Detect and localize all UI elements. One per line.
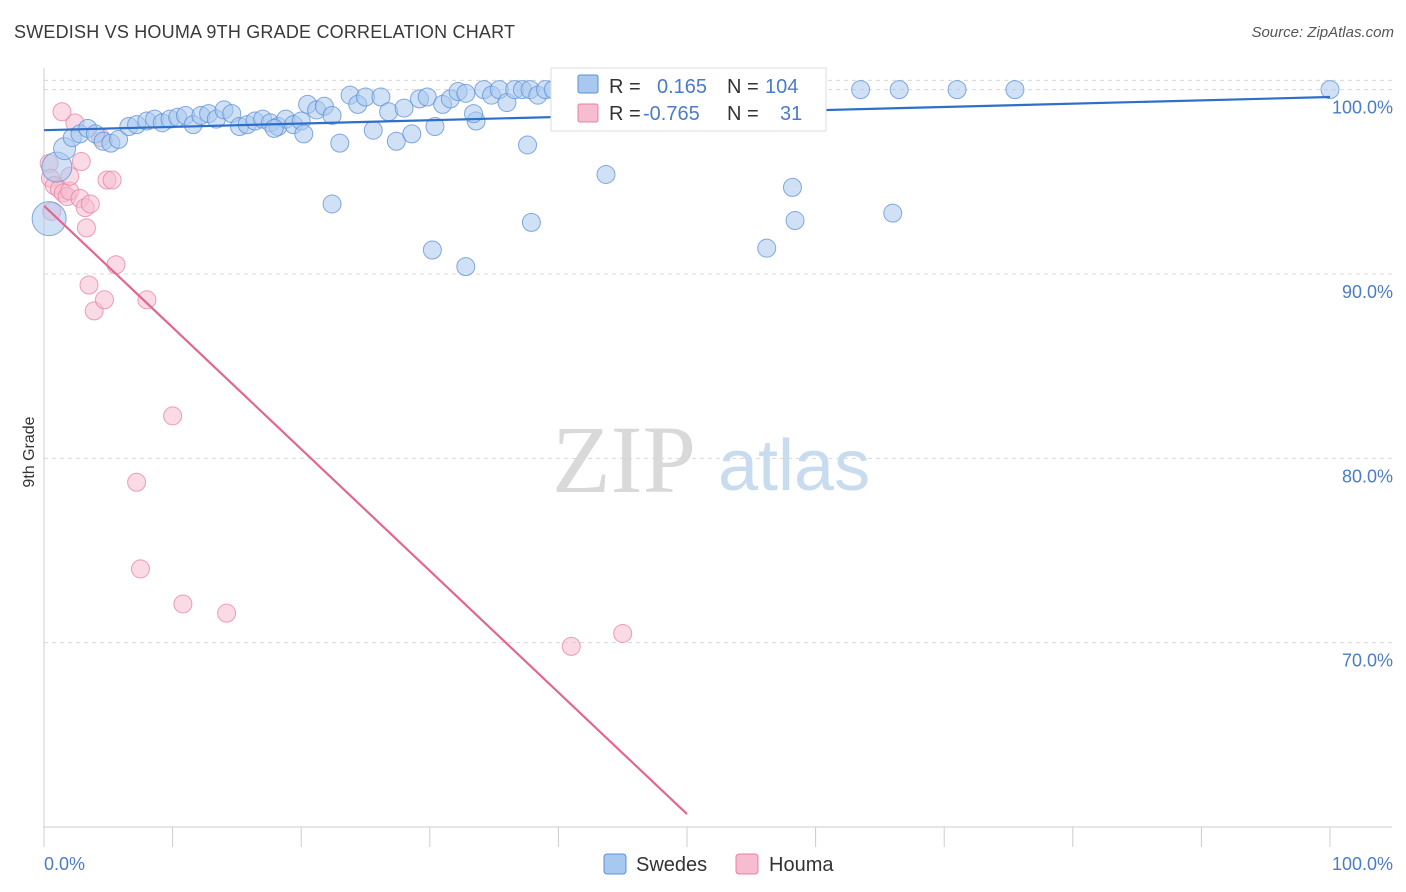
swedes-point xyxy=(294,124,314,144)
swedes-point xyxy=(425,117,445,137)
swedes-point xyxy=(889,80,909,100)
chart-title: SWEDISH VS HOUMA 9TH GRADE CORRELATION C… xyxy=(14,22,516,42)
legend-n-label-swedes: N = xyxy=(727,76,759,98)
stats-legend: R = 0.165 N = 104 R = -0.765 N = 31 xyxy=(550,67,827,132)
legend-swatch-houma xyxy=(577,103,599,123)
bottom-legend-swatch-swedes xyxy=(603,853,627,875)
houma-point xyxy=(613,623,633,643)
houma-point xyxy=(130,559,150,579)
swedes-point xyxy=(785,211,805,231)
swedes-point xyxy=(322,194,342,214)
bottom-legend-swatch-houma xyxy=(735,853,759,875)
legend-n-value-swedes: 104 xyxy=(765,76,798,98)
houma-point xyxy=(561,636,581,656)
legend-r-value-swedes: 0.165 xyxy=(657,76,707,98)
houma-point xyxy=(79,275,99,295)
source-credit: Source: ZipAtlas.com xyxy=(1251,24,1394,41)
houma-points xyxy=(39,102,633,656)
houma-point xyxy=(217,603,237,623)
watermark-zip: ZIP xyxy=(552,406,696,513)
swedes-point xyxy=(386,131,406,151)
swedes-point xyxy=(330,133,350,153)
legend-r-label-swedes: R = xyxy=(609,76,641,98)
swedes-point xyxy=(363,120,383,140)
houma-trend-line xyxy=(43,204,688,815)
houma-point xyxy=(102,170,122,190)
gridlines xyxy=(44,79,1392,644)
watermark-atlas: atlas xyxy=(718,426,870,506)
y-tick-label: 100.0% xyxy=(1332,98,1393,118)
houma-point xyxy=(127,472,147,492)
legend-swatch-swedes xyxy=(577,74,599,94)
axes: 70.0% 80.0% 90.0% 100.0% 0.0% 100.0% xyxy=(43,68,1393,874)
swedes-point xyxy=(521,212,541,232)
houma-point xyxy=(80,194,100,214)
houma-point xyxy=(94,290,114,310)
series-legend: Swedes Houma xyxy=(603,853,834,876)
x-tick-label: 0.0% xyxy=(44,854,85,874)
swedes-point xyxy=(456,257,476,277)
legend-r-label-houma: R = xyxy=(609,103,641,125)
swedes-point xyxy=(883,203,903,223)
houma-point xyxy=(137,290,157,310)
y-axis-title: 9th Grade xyxy=(21,416,38,487)
houma-point xyxy=(71,152,91,172)
houma-point xyxy=(76,218,96,238)
swedes-point xyxy=(422,240,442,260)
swedes-point xyxy=(1005,80,1025,100)
y-tick-label: 90.0% xyxy=(1342,282,1393,302)
swedes-point xyxy=(456,83,476,103)
swedes-point xyxy=(518,135,538,155)
swedes-point xyxy=(31,201,67,237)
swedes-point xyxy=(757,238,777,258)
legend-n-label-houma: N = xyxy=(727,103,759,125)
bottom-legend-label-houma: Houma xyxy=(769,854,834,876)
swedes-point xyxy=(322,105,342,125)
houma-point xyxy=(163,406,183,426)
swedes-point xyxy=(371,87,391,107)
houma-point xyxy=(173,594,193,614)
y-tick-label: 70.0% xyxy=(1342,651,1393,671)
swedes-point xyxy=(851,80,871,100)
watermark: ZIP atlas xyxy=(552,406,870,513)
bottom-legend-label-swedes: Swedes xyxy=(636,854,707,876)
swedes-point xyxy=(1320,80,1340,100)
houma-point xyxy=(52,102,72,122)
swedes-point xyxy=(264,118,284,138)
swedes-point xyxy=(109,129,129,149)
legend-r-value-houma: -0.765 xyxy=(643,103,700,125)
swedes-point xyxy=(947,80,967,100)
swedes-point xyxy=(394,98,414,118)
x-tick-label: 100.0% xyxy=(1332,854,1393,874)
swedes-point xyxy=(417,87,437,107)
swedes-point xyxy=(402,124,422,144)
houma-point xyxy=(106,255,126,275)
legend-n-value-houma: 31 xyxy=(780,103,802,125)
y-tick-label: 80.0% xyxy=(1342,466,1393,486)
swedes-point xyxy=(782,177,802,197)
swedes-point xyxy=(596,164,616,184)
